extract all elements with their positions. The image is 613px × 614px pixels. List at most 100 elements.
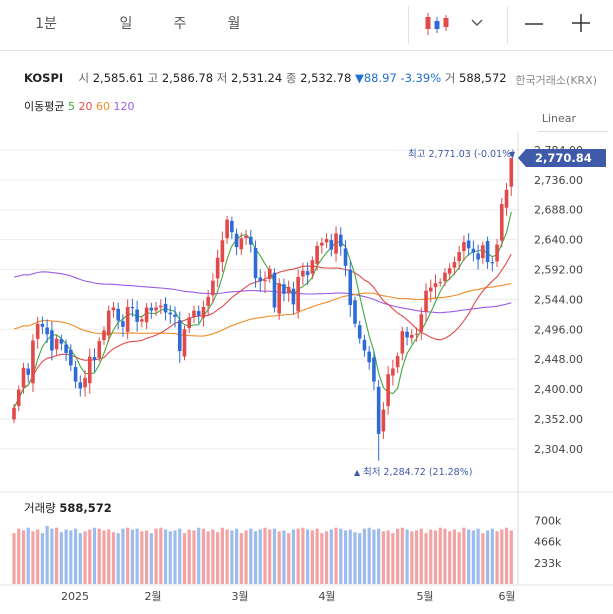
candle-body — [16, 389, 21, 406]
candle-body — [353, 300, 357, 324]
volume-bar — [343, 530, 348, 584]
candle-body — [433, 283, 438, 288]
volume-bar — [159, 527, 163, 584]
volume-bar — [396, 528, 400, 584]
high-label: 고 — [147, 71, 159, 85]
candle-body — [154, 307, 158, 311]
volume-bar — [377, 528, 381, 584]
candle-body — [476, 253, 480, 260]
volume-bar — [301, 527, 305, 584]
volume-tick-label: 233k — [534, 557, 562, 570]
y-tick-label: 2,592.00 — [534, 264, 583, 277]
ma-120-line — [13, 271, 512, 314]
candle-body — [220, 240, 225, 263]
volume-bar — [249, 528, 253, 584]
candlestick-icon[interactable] — [420, 9, 454, 39]
open-label: 시 — [78, 71, 90, 85]
volume-bar — [272, 528, 277, 584]
candle-body — [69, 349, 73, 366]
x-tick-label: 6월 — [498, 590, 515, 603]
scale-mode-selector[interactable]: Linear — [541, 112, 576, 125]
volume-bar — [476, 528, 480, 584]
candle-body — [106, 310, 111, 336]
candle-body — [447, 268, 452, 274]
candle-body — [121, 321, 125, 327]
volume-bar — [126, 527, 130, 584]
candle-body — [258, 277, 263, 282]
x-tick-label: 3월 — [231, 590, 248, 603]
candle-body — [59, 339, 64, 344]
volume-bar — [69, 530, 73, 584]
candle-body — [348, 269, 353, 305]
volume-bar — [462, 527, 466, 584]
candle-body — [443, 272, 447, 282]
candle-body — [481, 245, 485, 259]
volume-bar — [277, 531, 281, 584]
volume-bar — [116, 533, 120, 584]
tab-week[interactable]: 주 — [173, 16, 187, 32]
volume-bar — [36, 529, 40, 584]
volume-bar — [187, 529, 191, 584]
volume-bar — [443, 528, 447, 584]
candle-body — [144, 307, 149, 323]
x-tick-label: 4월 — [318, 590, 335, 603]
candle-body — [225, 219, 229, 239]
tab-month[interactable]: 월 — [227, 16, 241, 32]
moving-average-legend[interactable]: 이동평균 5 20 60 120 — [24, 98, 134, 114]
candle-body — [182, 329, 187, 357]
candle-body — [111, 307, 116, 311]
volume-bar — [73, 528, 78, 584]
candle-body — [462, 242, 466, 252]
candle-body — [45, 327, 49, 335]
volume-bar — [145, 530, 149, 584]
x-tick-label: 2025 — [61, 590, 89, 603]
high-annotation-arrow: ▼ — [509, 150, 516, 159]
exchange-name: 한국거래소(KRX) — [515, 74, 597, 87]
candle-body — [54, 338, 59, 350]
tab-day[interactable]: 일 — [119, 16, 133, 32]
volume-bar — [97, 528, 101, 584]
volume-bar — [433, 530, 438, 584]
volume-bar — [40, 533, 45, 584]
volume-bar — [178, 528, 182, 584]
candle-body — [31, 340, 35, 384]
candle-body — [239, 238, 244, 250]
current-price-tag — [518, 149, 606, 168]
candle-body — [64, 344, 68, 353]
chevron-down-icon[interactable] — [470, 16, 484, 30]
volume-bar — [130, 529, 134, 584]
volume-bar — [59, 532, 63, 584]
volume-title: 거래량 588,572 — [24, 500, 112, 516]
x-tick-label: 2월 — [144, 590, 161, 603]
minus-icon[interactable] — [524, 14, 544, 34]
candle-body — [296, 276, 300, 312]
ma-label: 이동평균 — [24, 100, 65, 113]
volume-bar — [457, 532, 461, 584]
candle-body — [102, 330, 106, 341]
volume-label: 거래량 — [24, 501, 56, 515]
volume-bar — [230, 530, 234, 584]
tab-1min[interactable]: 1분 — [35, 16, 57, 32]
high-annotation: 최고 2,771.03 (-0.01%) — [408, 149, 515, 160]
volume-bar — [263, 527, 267, 584]
candle-body — [211, 280, 215, 296]
volume-bar — [206, 531, 210, 584]
volume-bar — [168, 531, 172, 584]
ma-5-label: 5 — [67, 100, 75, 113]
y-tick-label: 2,352.00 — [534, 413, 583, 426]
volume-bar — [55, 527, 59, 584]
plus-icon[interactable] — [571, 13, 591, 33]
candle-body — [291, 288, 296, 305]
volume-bar — [334, 527, 338, 584]
candle-body — [21, 367, 26, 388]
volume-bar — [509, 530, 513, 584]
candle-body — [40, 323, 45, 327]
candle-body — [509, 158, 514, 187]
volume-bar — [467, 529, 471, 584]
volume-bar — [405, 529, 409, 584]
candle-body — [320, 242, 324, 246]
ma-60-label: 60 — [95, 100, 110, 113]
volume-bar — [306, 529, 310, 584]
y-tick-label: 2,496.00 — [534, 323, 583, 336]
